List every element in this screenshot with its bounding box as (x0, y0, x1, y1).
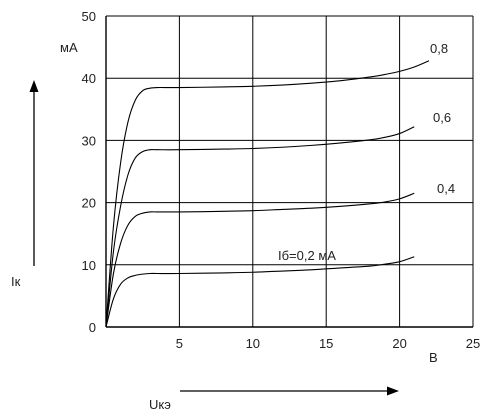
x-tick-label-20: 20 (392, 336, 406, 351)
y-tick-label-20: 20 (82, 196, 96, 211)
y-tick-label-50: 50 (82, 9, 96, 24)
y-tick-label-10: 10 (82, 258, 96, 273)
series-curves (105, 60, 430, 328)
grid (105, 15, 474, 328)
x-axis-arrow (180, 386, 399, 396)
y-tick-label-30: 30 (82, 133, 96, 148)
x-tick-label-10: 10 (246, 336, 260, 351)
series-label-3: 0,8 (430, 41, 448, 56)
y-axis-title: Iк (11, 274, 21, 289)
y-tick-label-40: 40 (82, 71, 96, 86)
series-label-1: 0,4 (437, 181, 455, 196)
series-curve-2 (105, 126, 415, 328)
x-axis-title: Uкэ (149, 397, 171, 412)
series-curve-0 (105, 256, 415, 328)
series-labels: Iб=0,2 мА 0,4 0,6 0,8 (278, 41, 455, 263)
x-tick-label-15: 15 (319, 336, 333, 351)
series-curve-1 (105, 192, 415, 328)
x-tick-label-5: 5 (176, 336, 183, 351)
series-label-2: 0,6 (433, 110, 451, 125)
series-label-0: Iб=0,2 мА (278, 248, 336, 263)
x-unit-label: В (429, 350, 438, 365)
y-tick-label-0: 0 (89, 320, 96, 335)
y-unit-label: мА (60, 40, 78, 55)
series-curve-3 (105, 60, 430, 328)
tick-labels: 0 10 20 30 40 50 5 10 15 20 25 (82, 9, 481, 351)
x-tick-label-25: 25 (466, 336, 480, 351)
y-axis-arrow (29, 80, 39, 266)
